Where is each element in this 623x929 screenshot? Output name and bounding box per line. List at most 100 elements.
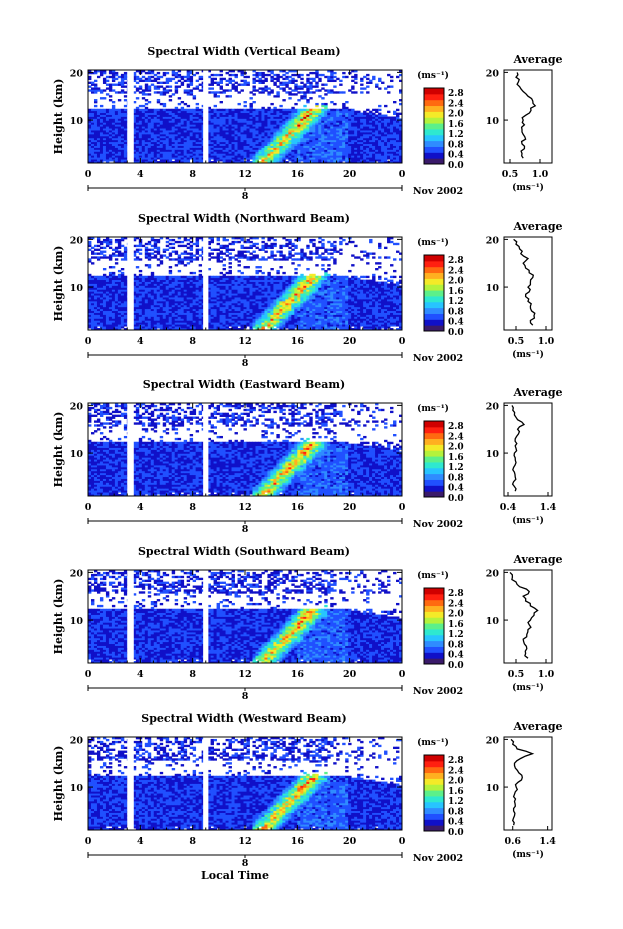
average-profile-line xyxy=(510,738,535,826)
colorbar-label: 0.0 xyxy=(448,328,464,338)
colorbar-label: 2.0 xyxy=(448,110,464,120)
x-tick-label: 0 xyxy=(85,836,92,847)
y-tick-label: 20 xyxy=(70,235,84,246)
avg-y-tick-label: 20 xyxy=(486,735,500,746)
colorbar-segment xyxy=(424,421,444,428)
colorbar-segment xyxy=(424,801,444,809)
colorbar-segment xyxy=(424,485,444,492)
colorbar-label: 2.8 xyxy=(448,422,464,432)
colorbar-label: 0.0 xyxy=(448,828,464,838)
x-tick-label: 8 xyxy=(189,669,196,680)
data-gap xyxy=(203,570,209,663)
colorbar-unit: (ms⁻¹) xyxy=(417,570,449,581)
colorbar-label: 1.6 xyxy=(448,120,464,130)
average-frame xyxy=(503,402,553,497)
colorbar-label: 0.8 xyxy=(448,807,464,817)
colorbar-unit: (ms⁻¹) xyxy=(417,737,449,748)
colorbar-segment xyxy=(424,491,444,498)
avg-x-tick-label: 1.4 xyxy=(540,502,557,513)
colorbar-unit: (ms⁻¹) xyxy=(417,403,449,414)
colorbar-segment xyxy=(424,290,444,297)
average-frame xyxy=(503,236,553,331)
avg-y-tick-label: 20 xyxy=(486,68,500,79)
colorbar-label: 1.6 xyxy=(448,453,464,463)
colorbar-segment xyxy=(424,272,444,279)
x-tick-label: 20 xyxy=(343,836,357,847)
colorbar-segment xyxy=(424,778,444,785)
y-tick-label: 20 xyxy=(70,735,84,746)
colorbar-segment xyxy=(424,444,444,451)
colorbar-segment xyxy=(424,438,444,445)
colorbar-label: 2.4 xyxy=(448,599,464,609)
colorbar-segment xyxy=(424,295,444,303)
y-axis-label: Height (km) xyxy=(52,79,65,155)
x-tick-label: 4 xyxy=(137,336,144,347)
colorbar-segment xyxy=(424,432,444,440)
colorbar-segment xyxy=(424,593,444,601)
average-profile-line xyxy=(513,238,536,326)
colorbar-segment xyxy=(424,450,444,457)
average-title: Average xyxy=(512,720,562,733)
colorbar-segment xyxy=(424,760,444,768)
colorbar-segment xyxy=(424,88,444,95)
x-tick-label: 4 xyxy=(137,502,144,513)
colorbar-segment xyxy=(424,640,444,647)
colorbar-segment xyxy=(424,99,444,107)
y-axis-label: Height (km) xyxy=(52,579,65,655)
panel-title: Spectral Width (Vertical Beam) xyxy=(147,45,340,58)
average-unit: (ms⁻¹) xyxy=(512,682,544,693)
colorbar-segment xyxy=(424,426,444,434)
colorbar-segment xyxy=(424,588,444,595)
colorbar-segment xyxy=(424,807,444,814)
colorbar-segment xyxy=(424,255,444,262)
colorbar-segment xyxy=(424,819,444,826)
data-gap xyxy=(203,737,209,830)
x-tick-label: 20 xyxy=(343,169,357,180)
avg-x-tick-label: 0.5 xyxy=(508,336,525,347)
date-label: Nov 2002 xyxy=(413,353,463,364)
day-label: 8 xyxy=(242,524,249,535)
date-label: Nov 2002 xyxy=(413,186,463,197)
colorbar-segment xyxy=(424,146,444,153)
colorbar-label: 0.0 xyxy=(448,494,464,504)
colorbar-segment xyxy=(424,658,444,665)
colorbar-label: 2.4 xyxy=(448,99,464,109)
heatmap-cells xyxy=(88,403,403,497)
colorbar-segment xyxy=(424,479,444,486)
x-tick-label: 12 xyxy=(238,502,251,513)
x-tick-label: 0 xyxy=(399,336,406,347)
x-axis-label: Local Time xyxy=(201,869,269,882)
heatmap-cells xyxy=(88,737,403,831)
colorbar-label: 2.4 xyxy=(448,432,464,442)
average-title: Average xyxy=(512,53,562,66)
colorbar-segment xyxy=(424,473,444,480)
x-tick-label: 8 xyxy=(189,502,196,513)
avg-y-tick-label: 10 xyxy=(486,616,500,627)
y-tick-label: 20 xyxy=(70,401,84,412)
avg-y-tick-label: 10 xyxy=(486,449,500,460)
colorbar-label: 1.2 xyxy=(448,130,464,140)
data-gap xyxy=(127,570,134,663)
colorbar-segment xyxy=(424,325,444,332)
colorbar-label: 0.8 xyxy=(448,473,464,483)
average-title: Average xyxy=(512,386,562,399)
avg-y-tick-label: 20 xyxy=(486,568,500,579)
colorbar-label: 2.8 xyxy=(448,89,464,99)
average-profile-line xyxy=(511,405,526,492)
colorbar-label: 0.8 xyxy=(448,640,464,650)
colorbar-label: 0.0 xyxy=(448,161,464,171)
panel-3: Spectral Width (Eastward Beam) 0 4 8 12 16 20 0… xyxy=(52,378,563,535)
data-gap xyxy=(127,70,134,163)
x-tick-label: 4 xyxy=(137,836,144,847)
x-tick-label: 0 xyxy=(399,836,406,847)
average-frame xyxy=(503,69,553,164)
panel-title: Spectral Width (Northward Beam) xyxy=(138,212,350,225)
panel-1: Spectral Width (Vertical Beam) 0 4 8 12 16 20 0… xyxy=(52,45,563,202)
x-tick-label: 16 xyxy=(291,336,305,347)
panel-2: Spectral Width (Northward Beam) 0 4 8 12 16 20… xyxy=(52,212,563,369)
data-gap xyxy=(203,403,209,496)
colorbar-label: 1.6 xyxy=(448,620,464,630)
average-title: Average xyxy=(512,220,562,233)
colorbar-label: 0.4 xyxy=(448,651,464,661)
